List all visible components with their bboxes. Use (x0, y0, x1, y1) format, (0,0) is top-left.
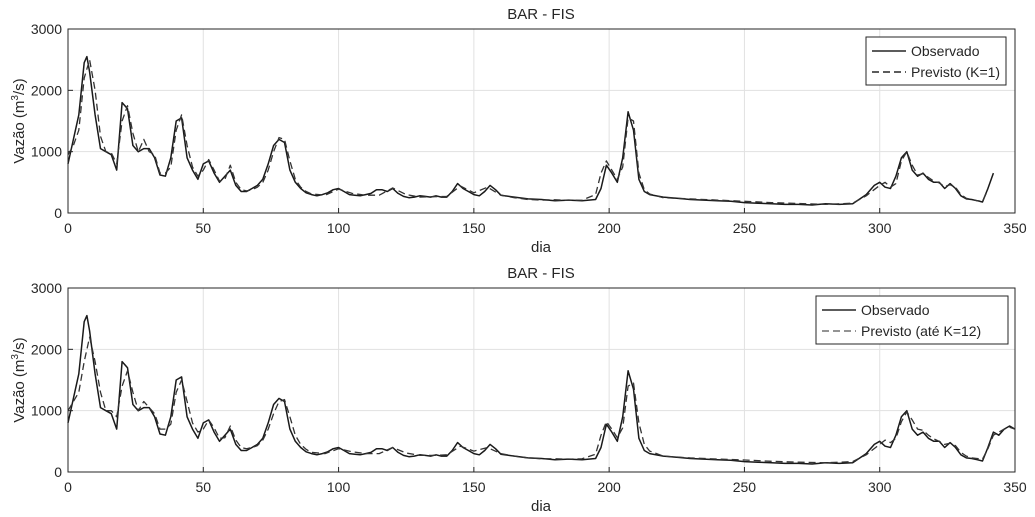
chart-2-x-tick-label: 100 (327, 479, 351, 495)
chart-1-plot-area (68, 29, 1015, 213)
chart-2-y-axis-label: Vazão (m3/s) (10, 337, 28, 422)
chart-1-x-tick-label: 50 (195, 220, 211, 236)
chart-1-legend: Observado Previsto (K=1) (865, 36, 1007, 86)
chart-2-legend-label-observado: Observado (861, 302, 930, 318)
chart-2-legend-label-previsto: Previsto (até K=12) (861, 323, 981, 339)
chart-2-x-tick-label: 50 (195, 479, 211, 495)
chart-2-x-tick-label: 200 (597, 479, 621, 495)
chart-2-y-label-sup: 3 (10, 354, 21, 360)
chart-1-plot-frame (67, 28, 1016, 214)
chart-1-y-tick-label: 2000 (31, 82, 62, 98)
chart-1-x-tick-label: 350 (1003, 220, 1027, 236)
chart-2-y-ticks: 0 1000 2000 3000 (31, 280, 73, 480)
chart-1-y-label-tail: /s) (11, 78, 28, 95)
chart-1-x-tick-label: 100 (327, 220, 351, 236)
chart-2-y-tick-label: 0 (54, 464, 62, 480)
chart-1-series-line-previsto-k-1 (67, 59, 989, 206)
chart-2-series-line-observado (67, 314, 1016, 465)
chart-2-y-label-tail: /s) (11, 337, 28, 354)
chart-2-legend: Observado Previsto (até K=12) (815, 295, 1009, 345)
chart-1-x-tick-label: 300 (868, 220, 892, 236)
chart-1-x-axis-label: dia (531, 239, 552, 256)
chart-1-legend-box (865, 36, 1007, 86)
chart-panel-2: BAR - FIS 0 50 100 150 200 250 300 350 0 1000 200… (10, 265, 1027, 515)
chart-2-plot-frame (67, 287, 1016, 473)
chart-1-title: BAR - FIS (507, 6, 575, 23)
chart-1-series (67, 55, 995, 206)
chart-2-x-tick-label: 250 (733, 479, 757, 495)
chart-2-y-tick-label: 2000 (31, 341, 62, 357)
chart-2-x-axis-label: dia (531, 498, 552, 515)
chart-1-grid (68, 29, 1015, 213)
chart-2-x-ticks: 0 50 100 150 200 250 300 350 (64, 467, 1027, 495)
chart-panel-1: BAR - FIS 0 50 100 150 200 250 300 350 0 1000 200… (10, 6, 1027, 256)
chart-1-x-tick-label: 150 (462, 220, 486, 236)
chart-1-x-tick-label: 250 (733, 220, 757, 236)
chart-2-x-tick-label: 150 (462, 479, 486, 495)
chart-1-y-ticks: 0 1000 2000 3000 (31, 21, 73, 221)
chart-1-legend-label-observado: Observado (911, 43, 980, 59)
chart-2-series-line-previsto-at-k-12 (67, 336, 1016, 464)
chart-1-y-tick-label: 1000 (31, 144, 62, 160)
chart-1-y-tick-label: 3000 (31, 21, 62, 37)
chart-2-title: BAR - FIS (507, 265, 575, 282)
chart-2-legend-box (815, 295, 1009, 345)
chart-2-y-tick-label: 1000 (31, 403, 62, 419)
chart-1-x-tick-label: 0 (64, 220, 72, 236)
chart-1-x-ticks: 0 50 100 150 200 250 300 350 (64, 208, 1027, 236)
chart-1-x-tick-label: 200 (597, 220, 621, 236)
chart-1-y-label-main: Vazão (m (11, 101, 28, 164)
chart-1-y-tick-label: 0 (54, 205, 62, 221)
chart-1-y-axis-label: Vazão (m3/s) (10, 78, 28, 163)
chart-2-y-tick-label: 3000 (31, 280, 62, 296)
chart-2-x-tick-label: 0 (64, 479, 72, 495)
chart-2-y-label-main: Vazão (m (11, 360, 28, 423)
chart-1-legend-label-previsto: Previsto (K=1) (911, 64, 1000, 80)
chart-1-y-label-sup: 3 (10, 95, 21, 101)
chart-2-series (67, 314, 1016, 465)
chart-2-x-tick-label: 300 (868, 479, 892, 495)
chart-2-x-tick-label: 350 (1003, 479, 1027, 495)
